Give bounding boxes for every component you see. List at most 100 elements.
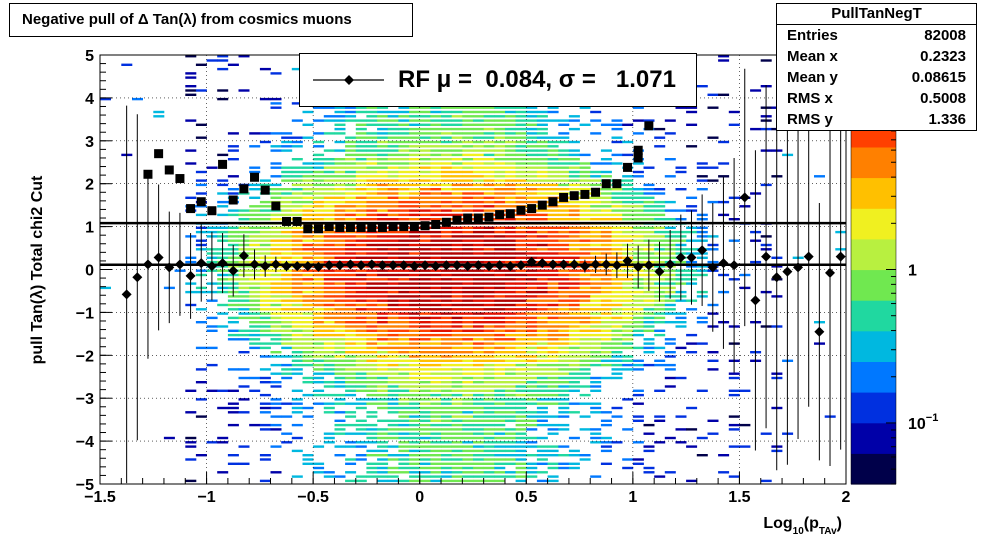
heatmap-cell <box>451 423 463 427</box>
heatmap-cell <box>590 218 602 221</box>
heatmap-cell <box>345 325 357 328</box>
heatmap-cell <box>536 449 548 453</box>
heatmap-cell <box>366 192 378 195</box>
heatmap-cell <box>259 183 271 187</box>
heatmap-cell <box>654 218 666 221</box>
heatmap-cell <box>227 368 239 371</box>
heatmap-cell <box>334 290 346 294</box>
heatmap-cell <box>590 196 602 199</box>
heatmap-cell <box>366 145 378 148</box>
heatmap-cell <box>590 226 602 229</box>
heatmap-cell <box>355 243 367 247</box>
heatmap-cell <box>345 308 357 311</box>
heatmap-cell <box>217 325 229 328</box>
heatmap-cell <box>313 196 325 199</box>
heatmap-cell <box>398 115 410 118</box>
heatmap-cell <box>313 471 325 474</box>
heatmap-cell <box>430 192 442 195</box>
heatmap-cell <box>483 166 495 169</box>
mean-marker <box>633 261 644 272</box>
heatmap-cell <box>536 170 548 174</box>
heatmap-cell <box>334 376 346 380</box>
heatmap-cell <box>473 479 484 483</box>
heatmap-cell <box>643 166 655 169</box>
heatmap-cell <box>291 312 303 315</box>
heatmap-cell <box>387 411 399 414</box>
heatmap-cell <box>515 458 527 461</box>
heatmap-cell <box>611 321 623 324</box>
heatmap-cell <box>419 286 431 290</box>
heatmap-cell <box>270 226 282 229</box>
heatmap-cell <box>377 149 389 152</box>
heatmap-cell <box>568 411 580 414</box>
stats-box: PullTanNegT Entries 82008 Mean x 0.2323 Me… <box>776 3 977 131</box>
heatmap-cell <box>462 321 474 324</box>
sigma-marker <box>633 153 643 163</box>
heatmap-cell <box>664 158 676 161</box>
heatmap-cell <box>643 295 655 298</box>
mean-marker <box>473 260 484 271</box>
heatmap-cell <box>526 308 538 311</box>
heatmap-cell <box>217 55 229 58</box>
heatmap-cell <box>686 205 698 208</box>
heatmap-cell <box>270 175 282 178</box>
heatmap-cell <box>526 166 538 169</box>
heatmap-cell <box>622 338 634 341</box>
legend-label: RF μ = 0.084, σ = 1.071 <box>398 66 676 93</box>
heatmap-cell <box>238 376 250 380</box>
heatmap-cell <box>441 441 452 444</box>
heatmap-cell <box>654 441 666 444</box>
heatmap-cell <box>430 183 442 187</box>
heatmap-cell <box>622 282 634 285</box>
heatmap-cell <box>600 303 612 307</box>
heatmap-cell <box>334 213 346 217</box>
heatmap-cell <box>291 368 303 371</box>
heatmap-cell <box>185 411 197 414</box>
heatmap-cell <box>462 295 474 298</box>
heatmap-cell <box>430 115 442 118</box>
heatmap-cell <box>302 295 314 298</box>
heatmap-cell <box>632 321 644 324</box>
heatmap-cell <box>654 389 666 392</box>
heatmap-cell <box>462 290 474 294</box>
heatmap-cell <box>323 385 335 388</box>
sigma-marker <box>548 197 558 207</box>
heatmap-cell <box>590 282 602 285</box>
heatmap-cell <box>419 415 431 418</box>
heatmap-cell <box>600 376 612 380</box>
heatmap-cell <box>536 346 548 350</box>
heatmap-cell <box>643 363 655 367</box>
heatmap-cell <box>355 213 367 217</box>
heatmap-cell <box>611 312 623 315</box>
heatmap-cell <box>451 256 463 259</box>
heatmap-cell <box>281 192 293 195</box>
heatmap-cell <box>515 393 527 397</box>
heatmap-cell <box>718 93 730 96</box>
heatmap-cell <box>462 230 474 234</box>
heatmap-cell <box>430 286 442 290</box>
heatmap-cell <box>409 213 421 217</box>
heatmap-cell <box>345 303 357 307</box>
heatmap-cell <box>547 299 559 302</box>
heatmap-cell <box>696 166 708 169</box>
heatmap-cell <box>398 145 410 148</box>
heatmap-cell <box>259 295 271 298</box>
heatmap-cell <box>494 445 506 448</box>
heatmap-cell <box>185 389 197 392</box>
heatmap-cell <box>473 415 484 418</box>
heatmap-cell <box>419 166 431 169</box>
mean-marker <box>835 251 846 262</box>
heatmap-cell <box>558 123 570 126</box>
mean-marker <box>729 260 740 271</box>
heatmap-cell <box>334 342 346 345</box>
heatmap-cell <box>441 132 452 135</box>
heatmap-cell <box>291 325 303 328</box>
heatmap-cell <box>664 436 676 440</box>
heatmap-cell <box>430 248 442 251</box>
heatmap-cell <box>217 441 229 444</box>
heatmap-cell <box>536 196 548 199</box>
heatmap-cell <box>419 256 431 259</box>
heatmap-cell <box>558 188 570 191</box>
heatmap-cell <box>547 179 559 182</box>
heatmap-cell <box>419 110 431 114</box>
